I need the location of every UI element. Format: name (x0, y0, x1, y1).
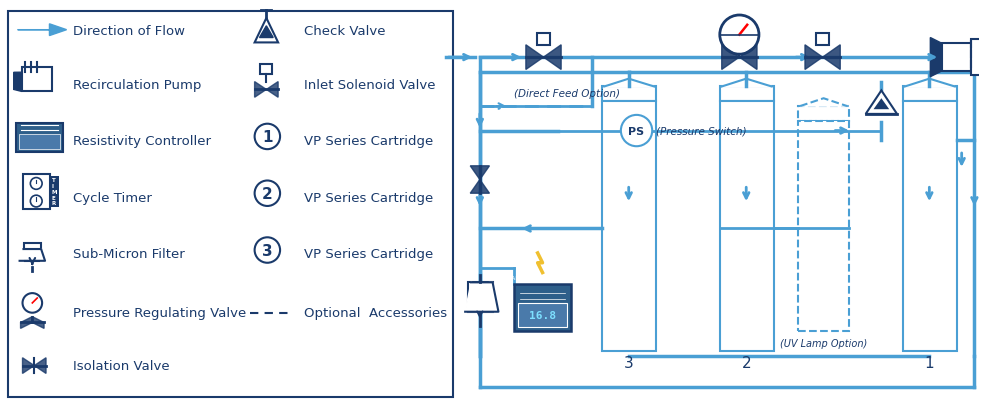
Bar (518, 303, 567, 328)
Circle shape (255, 124, 280, 150)
Polygon shape (805, 46, 823, 70)
Polygon shape (465, 283, 498, 312)
Polygon shape (255, 19, 278, 43)
Circle shape (980, 45, 992, 57)
Text: T
I
M
E
R: T I M E R (52, 178, 57, 206)
Text: VP Series Cartridge: VP Series Cartridge (304, 248, 433, 261)
Text: 1: 1 (925, 355, 934, 370)
Polygon shape (874, 99, 889, 110)
Polygon shape (21, 317, 32, 328)
Text: Resistivity Controller: Resistivity Controller (73, 135, 211, 148)
Bar (260, 65, 272, 74)
Text: Check Valve: Check Valve (304, 25, 385, 38)
Bar (468, 283, 493, 312)
Text: Pressure Regulating Valve: Pressure Regulating Valve (73, 306, 247, 319)
Polygon shape (18, 25, 67, 36)
Text: 16.8: 16.8 (529, 310, 556, 320)
Text: VP Series Cartridge: VP Series Cartridge (304, 191, 433, 204)
Polygon shape (604, 79, 654, 87)
Text: 1: 1 (262, 130, 273, 144)
Polygon shape (866, 91, 897, 115)
Polygon shape (800, 99, 847, 107)
Polygon shape (32, 317, 44, 328)
Polygon shape (470, 166, 489, 180)
Polygon shape (905, 79, 955, 87)
Bar (16, 124, 63, 153)
Circle shape (720, 16, 759, 55)
Circle shape (30, 178, 42, 190)
Circle shape (255, 181, 280, 207)
Bar (602, 102, 656, 351)
Circle shape (255, 238, 280, 263)
Bar (8, 12, 453, 397)
Polygon shape (470, 180, 489, 194)
Polygon shape (14, 73, 22, 92)
Polygon shape (260, 27, 273, 38)
Polygon shape (255, 82, 266, 98)
Polygon shape (930, 38, 942, 77)
Bar (816, 34, 829, 46)
Bar (602, 87, 656, 102)
Polygon shape (823, 46, 840, 70)
Bar (903, 102, 957, 351)
Text: ARIES FILTERWORKS: ARIES FILTERWORKS (511, 276, 574, 281)
Bar (514, 285, 571, 332)
Bar (537, 34, 550, 46)
Bar (720, 102, 774, 351)
Text: 2: 2 (262, 186, 273, 201)
Polygon shape (722, 46, 739, 70)
Bar (19, 135, 60, 150)
Text: Direction of Flow: Direction of Flow (73, 25, 185, 38)
Polygon shape (20, 249, 45, 261)
Bar (798, 121, 849, 332)
Text: PS: PS (628, 126, 645, 136)
Text: Sub-Micron Filter: Sub-Micron Filter (73, 248, 185, 261)
Bar (903, 87, 957, 102)
Circle shape (980, 62, 992, 74)
Text: VP Series Cartridge: VP Series Cartridge (304, 135, 433, 148)
Text: 3: 3 (262, 243, 273, 258)
Text: (UV Lamp Option): (UV Lamp Option) (780, 338, 867, 348)
Bar (23, 174, 50, 209)
Circle shape (23, 293, 42, 313)
Polygon shape (34, 358, 46, 373)
Text: Isolation Valve: Isolation Valve (73, 359, 170, 372)
Text: Inlet Solenoid Valve: Inlet Solenoid Valve (304, 79, 435, 92)
Bar (720, 87, 774, 102)
Bar (22, 68, 52, 92)
Text: Cycle Timer: Cycle Timer (73, 191, 152, 204)
Polygon shape (722, 79, 772, 87)
Circle shape (30, 196, 42, 207)
Polygon shape (739, 46, 757, 70)
Text: 3: 3 (624, 355, 634, 370)
Text: (Direct Feed Option): (Direct Feed Option) (514, 89, 620, 99)
Text: Recirculation Pump: Recirculation Pump (73, 79, 202, 92)
Bar (798, 107, 849, 121)
Bar (971, 40, 1000, 76)
Polygon shape (266, 82, 278, 98)
Polygon shape (526, 46, 544, 70)
Polygon shape (544, 46, 561, 70)
Polygon shape (23, 358, 34, 373)
Text: Optional  Accessories: Optional Accessories (304, 306, 447, 319)
Circle shape (621, 116, 652, 147)
Text: 2: 2 (741, 355, 751, 370)
Text: (Pressure Switch): (Pressure Switch) (656, 126, 747, 136)
Bar (942, 44, 971, 72)
Bar (24, 244, 41, 249)
